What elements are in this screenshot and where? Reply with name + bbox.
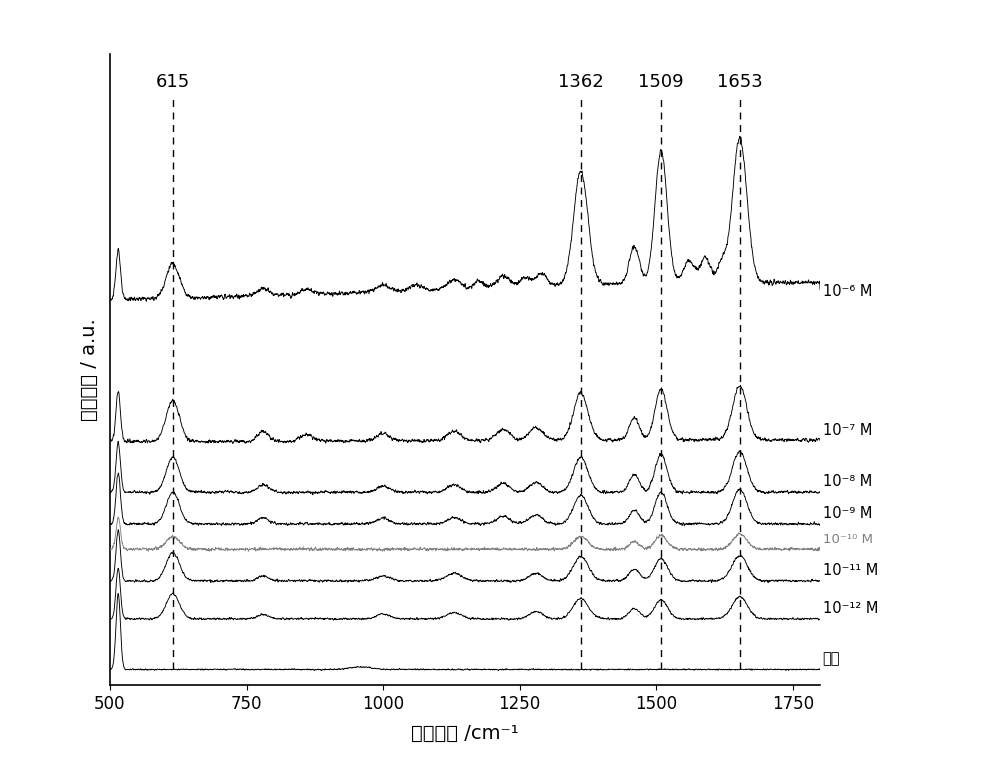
Text: 基底: 基底	[823, 651, 840, 666]
Text: 1509: 1509	[638, 73, 684, 91]
Text: 10⁻⁶ M: 10⁻⁶ M	[823, 284, 872, 300]
Text: 1362: 1362	[558, 73, 604, 91]
Y-axis label: 拉曼强度 / a.u.: 拉曼强度 / a.u.	[80, 318, 99, 421]
Text: 10⁻⁸ M: 10⁻⁸ M	[823, 474, 872, 489]
Text: 10⁻⁹ M: 10⁻⁹ M	[823, 506, 872, 521]
Text: 10⁻¹¹ M: 10⁻¹¹ M	[823, 563, 878, 578]
X-axis label: 拉曼位移 /cm⁻¹: 拉曼位移 /cm⁻¹	[411, 724, 519, 743]
Text: 1653: 1653	[717, 73, 763, 91]
Text: 10⁻¹⁰ M: 10⁻¹⁰ M	[823, 533, 873, 546]
Text: 10⁻¹² M: 10⁻¹² M	[823, 601, 878, 616]
Text: 615: 615	[156, 73, 190, 91]
Text: 10⁻⁷ M: 10⁻⁷ M	[823, 424, 872, 438]
